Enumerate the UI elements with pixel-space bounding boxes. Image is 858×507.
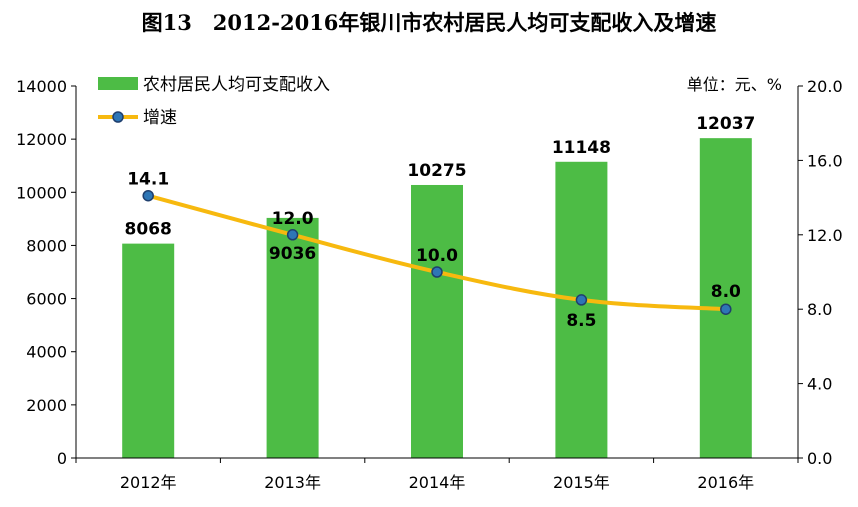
bar-1 (266, 217, 319, 458)
unit-label: 单位：元、% (687, 75, 782, 94)
x-tick-label-2: 2014年 (409, 473, 466, 492)
bar-3 (555, 161, 608, 458)
growth-label-1: 12.0 (272, 209, 314, 229)
data-labels: 8068 9036 10275 11148 12037 14.1 12.0 10.0 8.5 8.… (125, 114, 756, 331)
bar-label-0: 8068 (125, 220, 172, 240)
legend-bar-swatch (98, 77, 138, 90)
bar-label-4: 12037 (696, 114, 755, 134)
right-tick-label-2: 8.0 (807, 300, 832, 319)
left-tick-label-7: 14000 (16, 77, 67, 96)
growth-point-1 (286, 229, 299, 241)
growth-point-2 (431, 266, 443, 278)
growth-label-0: 14.1 (127, 170, 169, 190)
growth-line-layer (142, 189, 732, 315)
left-tick-label-1: 2000 (26, 396, 67, 415)
right-tick-label-4: 16.0 (807, 151, 843, 170)
left-tick-label-3: 6000 (26, 290, 67, 309)
bar-label-1: 9036 (269, 244, 316, 264)
x-tick-label-1: 2013年 (264, 473, 321, 492)
legend-line-label: 增速 (143, 108, 177, 128)
bar-0 (122, 243, 175, 458)
right-tick-label-3: 12.0 (807, 226, 843, 245)
x-tick-label-0: 2012年 (120, 473, 177, 492)
growth-label-3: 8.5 (566, 311, 596, 331)
axes: 0 2000 4000 6000 8000 10000 12000 14000 0.0 4.0 8.… (16, 77, 843, 492)
right-tick-label-0: 0.0 (807, 449, 832, 468)
right-tick-label-1: 4.0 (807, 375, 832, 394)
left-tick-label-2: 4000 (26, 343, 67, 362)
growth-point-4 (720, 303, 732, 315)
growth-label-2: 10.0 (416, 246, 458, 266)
chart-title: 图13 2012-2016年银川市农村居民人均可支配收入及增速 (142, 10, 717, 35)
left-tick-label-0: 0 (57, 449, 67, 468)
left-tick-label-5: 10000 (16, 183, 67, 202)
legend-line-marker (112, 111, 124, 123)
bar-4 (699, 138, 752, 458)
growth-point-3 (575, 294, 588, 306)
legend-bar-label: 农村居民人均可支配收入 (143, 75, 330, 95)
right-tick-label-5: 20.0 (807, 77, 843, 96)
bar-2 (411, 184, 463, 458)
left-tick-label-6: 12000 (16, 130, 67, 149)
x-tick-label-3: 2015年 (553, 473, 610, 492)
bar-label-2: 10275 (407, 161, 466, 181)
x-tick-label-4: 2016年 (697, 473, 754, 492)
legend: 农村居民人均可支配收入 增速 (98, 75, 330, 128)
bars (122, 138, 752, 458)
growth-point-0 (142, 189, 154, 202)
growth-label-4: 8.0 (711, 282, 741, 302)
bar-label-3: 11148 (552, 138, 611, 158)
left-tick-label-4: 8000 (26, 236, 67, 255)
